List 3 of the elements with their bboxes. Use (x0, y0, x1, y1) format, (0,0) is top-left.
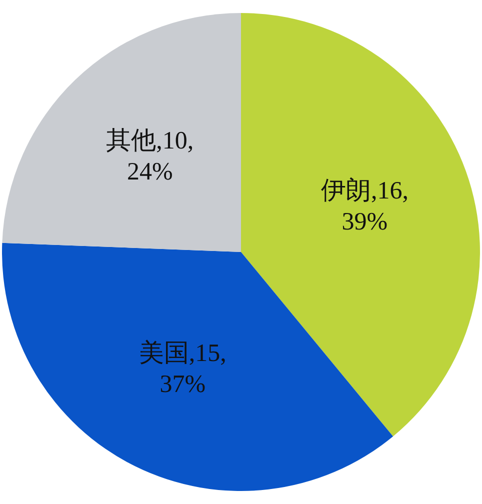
slice-label: 其他,10, 24% (106, 127, 194, 186)
slice-label: 美国,15, 37% (138, 338, 226, 398)
slice-label: 伊朗,16, 39% (320, 176, 408, 236)
